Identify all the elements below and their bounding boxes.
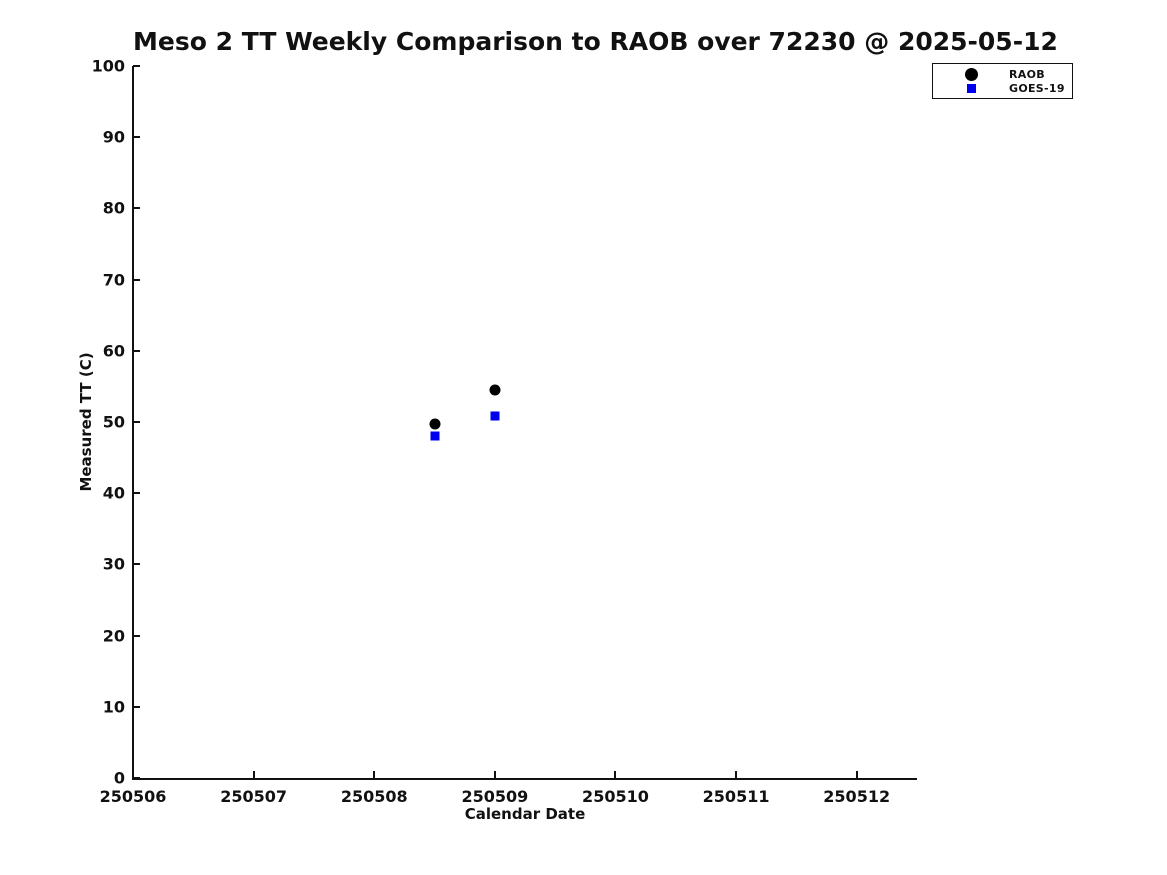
y-tick-label: 10 <box>102 697 125 717</box>
y-tick <box>133 136 140 139</box>
x-tick-label: 250506 <box>99 787 167 806</box>
y-tick-label: 70 <box>102 270 125 290</box>
x-tick <box>855 771 858 778</box>
y-tick <box>133 421 140 423</box>
y-tick <box>133 207 140 210</box>
chart-title: Meso 2 TT Weekly Comparison to RAOB over… <box>133 27 1058 56</box>
y-tick <box>133 563 140 566</box>
data-point-goes-19 <box>490 411 500 421</box>
x-axis-label: Calendar Date <box>464 805 586 823</box>
x-tick <box>373 771 376 778</box>
legend-label: GOES-19 <box>1009 81 1065 95</box>
y-axis-line <box>132 66 134 780</box>
y-axis-label: Measured TT (C) <box>77 352 95 492</box>
y-tick-label: 80 <box>102 198 125 218</box>
data-point-goes-19 <box>430 431 440 441</box>
data-point-raob <box>489 384 501 396</box>
x-tick <box>614 771 617 778</box>
y-tick-label: 90 <box>102 127 125 147</box>
x-tick-label: 250510 <box>582 787 649 806</box>
legend-item-raob: RAOB <box>933 67 1072 81</box>
x-tick-label: 250512 <box>823 787 891 806</box>
x-axis-line <box>132 778 917 780</box>
goes-19-marker-icon <box>966 83 976 93</box>
x-tick-label: 250509 <box>461 787 529 806</box>
legend: RAOB GOES-19 <box>932 63 1073 99</box>
legend-label: RAOB <box>1009 67 1045 81</box>
legend-marker-cell <box>933 67 1009 81</box>
legend-marker-cell <box>933 83 1009 93</box>
x-tick <box>493 771 496 778</box>
y-tick-label: 60 <box>102 341 125 361</box>
x-tick <box>252 771 255 778</box>
x-tick-label: 250507 <box>220 787 288 806</box>
y-tick <box>133 777 140 779</box>
y-tick-label: 100 <box>91 56 125 76</box>
legend-item-goes-19: GOES-19 <box>933 81 1072 95</box>
x-tick <box>132 771 134 778</box>
raob-marker-icon <box>964 67 978 81</box>
y-tick <box>133 65 140 67</box>
y-tick-label: 0 <box>113 768 125 788</box>
x-tick <box>735 771 738 778</box>
y-tick <box>133 349 140 352</box>
y-tick-label: 30 <box>102 554 125 574</box>
data-point-raob <box>429 418 441 430</box>
plot-area: 0 10 20 30 40 50 60 70 80 90 100 250506 250507 250508… <box>92 57 917 806</box>
y-tick-label: 40 <box>102 483 125 503</box>
y-tick-label: 50 <box>102 412 125 432</box>
y-tick-label: 20 <box>102 626 125 646</box>
y-tick <box>133 705 140 708</box>
x-tick-label: 250508 <box>340 787 408 806</box>
x-tick-label: 250511 <box>702 787 770 806</box>
y-tick <box>133 634 140 637</box>
y-tick <box>133 492 140 495</box>
y-tick <box>133 278 140 281</box>
